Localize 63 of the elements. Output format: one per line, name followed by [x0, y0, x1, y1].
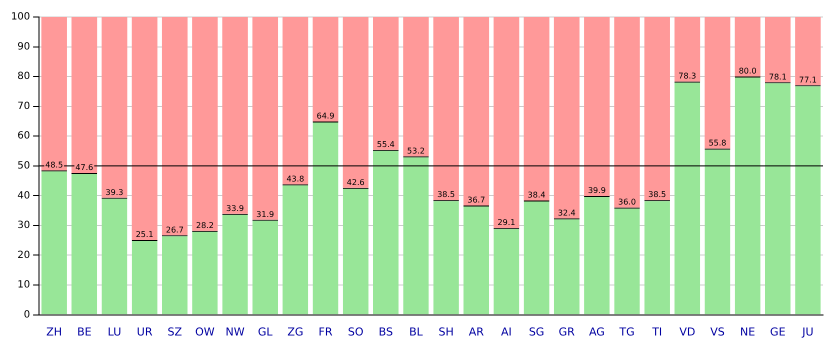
data-label: 36.7 [467, 196, 486, 205]
x-tick-label: UR [136, 325, 153, 338]
y-tick-label: 0 [24, 309, 30, 320]
x-tick-label: TG [618, 325, 635, 338]
data-label: 55.8 [708, 138, 726, 148]
data-label: 38.5 [648, 190, 666, 200]
y-tick-label: 70 [17, 100, 30, 112]
y-tick-label: 30 [17, 220, 30, 232]
x-tick-label: AG [588, 325, 605, 338]
data-label: 36.0 [618, 198, 636, 207]
data-label: 55.4 [376, 140, 395, 149]
x-tick-label: BL [409, 325, 424, 338]
x-tick-label: ZG [287, 325, 304, 338]
data-label: 53.2 [407, 146, 425, 156]
y-tick-label: 90 [17, 41, 30, 52]
data-label: 26.7 [166, 225, 184, 234]
x-tick-label: NW [226, 325, 245, 338]
data-label: 77.1 [799, 75, 817, 84]
y-tick-label: 20 [17, 250, 30, 261]
data-label: 32.4 [558, 208, 576, 218]
data-label: 47.6 [75, 163, 94, 172]
x-tick-label: TI [651, 325, 662, 338]
data-label: 39.3 [106, 188, 124, 197]
x-tick-label: SH [438, 325, 454, 338]
x-tick-label: GR [558, 325, 576, 338]
data-label: 29.1 [498, 218, 516, 228]
data-label: 78.3 [678, 72, 696, 81]
x-tick-label: ZH [46, 325, 62, 338]
data-label: 80.0 [738, 66, 757, 76]
y-tick-label: 60 [17, 130, 30, 142]
data-label: 39.9 [588, 186, 606, 196]
x-tick-label: VS [710, 325, 725, 338]
x-tick-label: NE [740, 325, 756, 338]
x-tick-label: SZ [168, 325, 182, 338]
data-label: 25.1 [136, 230, 154, 240]
data-label: 38.4 [528, 190, 546, 200]
x-tick-label: BE [77, 325, 92, 338]
y-tick-label: 100 [10, 12, 30, 23]
x-tick-label: AI [501, 325, 512, 338]
x-tick-label: GE [770, 325, 786, 338]
x-tick-label: AR [468, 325, 484, 338]
data-label: 38.5 [437, 190, 456, 200]
x-tick-label: SO [348, 325, 364, 338]
data-label: 48.5 [45, 160, 64, 170]
x-tick-label: OW [195, 325, 215, 338]
y-tick-label: 10 [17, 280, 30, 291]
x-tick-label: VD [679, 325, 696, 338]
y-tick-label: 40 [17, 190, 30, 202]
data-label: 33.9 [226, 204, 244, 213]
x-tick-label: FR [318, 325, 333, 338]
x-tick-label: BS [378, 325, 393, 338]
x-tick-label: LU [108, 325, 122, 338]
data-label: 28.2 [196, 220, 214, 230]
y-tick-label: 80 [17, 71, 30, 82]
y-tick-label: 50 [17, 160, 30, 172]
data-label: 43.8 [286, 174, 304, 184]
x-tick-label: JU [801, 325, 814, 338]
data-label: 31.9 [256, 210, 274, 219]
data-label: 64.9 [316, 112, 334, 121]
x-tick-label: SG [528, 325, 544, 338]
x-tick-label: GL [258, 325, 274, 338]
data-label: 42.6 [346, 178, 365, 188]
data-label: 78.1 [768, 72, 787, 82]
